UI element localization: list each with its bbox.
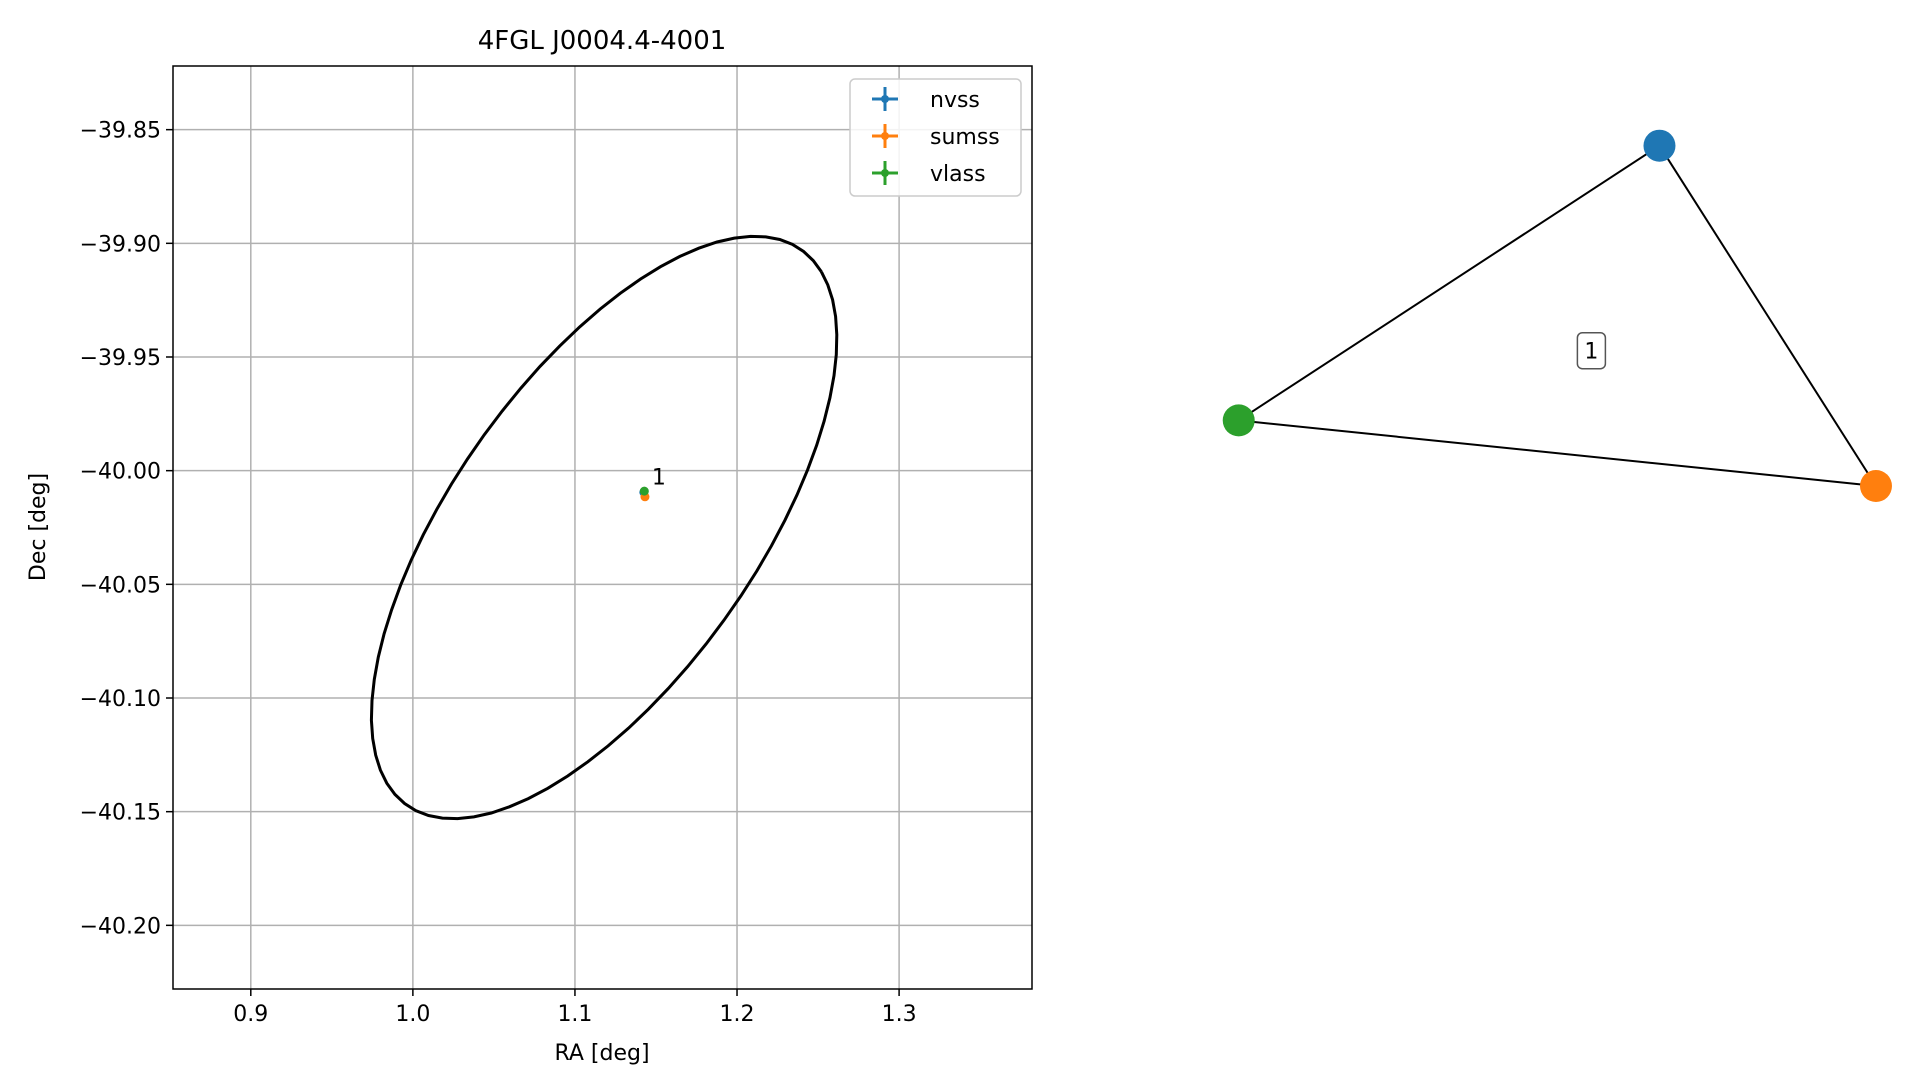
x-tick-label: 1.0 <box>395 1002 430 1027</box>
legend-marker-sumss <box>881 132 889 140</box>
x-axis-label: RA [deg] <box>554 1041 649 1066</box>
sky-plot: 4FGL J0004.4-4001 1 0.9 1.0 1.1 1.2 1.3 −39.8… <box>26 26 1033 1066</box>
legend-label-sumss: sumss <box>930 125 1000 150</box>
y-tick-label: −39.85 <box>80 119 161 144</box>
ticks: 0.9 1.0 1.1 1.2 1.3 −39.85 −39.90 −39.95 −40.00 −… <box>80 119 917 1027</box>
error-ellipse <box>369 234 839 821</box>
x-tick-label: 0.9 <box>233 1002 268 1027</box>
y-tick-label: −40.15 <box>80 801 161 826</box>
legend-label-nvss: nvss <box>930 88 980 113</box>
y-tick-label: −39.90 <box>80 232 161 257</box>
y-axis-label: Dec [deg] <box>26 473 51 581</box>
graph-label: 1 <box>1576 331 1607 370</box>
point-vlass <box>639 486 649 496</box>
legend-marker-vlass <box>881 169 889 177</box>
graph-label-box <box>1576 331 1607 370</box>
node-vlass <box>1222 404 1255 437</box>
points: 1 <box>639 465 666 502</box>
y-tick-label: −39.95 <box>80 346 161 371</box>
edge-vlass-sumss <box>1238 419 1877 487</box>
node-nvss <box>1643 129 1676 162</box>
point-annotation: 1 <box>652 465 666 490</box>
y-tick-label: −40.10 <box>80 687 161 712</box>
edges <box>1238 144 1877 487</box>
network-graph: 1 <box>1222 129 1892 502</box>
edge-nvss-vlass <box>1238 144 1661 422</box>
x-tick-label: 1.3 <box>882 1002 917 1027</box>
chart-title: 4FGL J0004.4-4001 <box>478 26 727 56</box>
y-tick-label: −40.05 <box>80 573 161 598</box>
error-ellipse-outline <box>369 234 839 821</box>
y-tick-label: −40.00 <box>80 460 161 485</box>
edge-nvss-sumss <box>1658 145 1877 487</box>
x-tick-label: 1.2 <box>720 1002 755 1027</box>
legend: nvss sumss vlass <box>849 78 1022 197</box>
legend-label-vlass: vlass <box>930 162 986 187</box>
legend-marker-nvss <box>881 95 889 103</box>
grid <box>173 66 1032 989</box>
node-sumss <box>1859 470 1892 502</box>
graph-label-text: 1 <box>1584 340 1598 365</box>
y-tick-label: −40.20 <box>80 914 161 939</box>
plot-frame <box>172 65 1033 990</box>
legend-box <box>849 78 1022 197</box>
nodes <box>1222 129 1892 502</box>
x-tick-label: 1.1 <box>557 1002 592 1027</box>
